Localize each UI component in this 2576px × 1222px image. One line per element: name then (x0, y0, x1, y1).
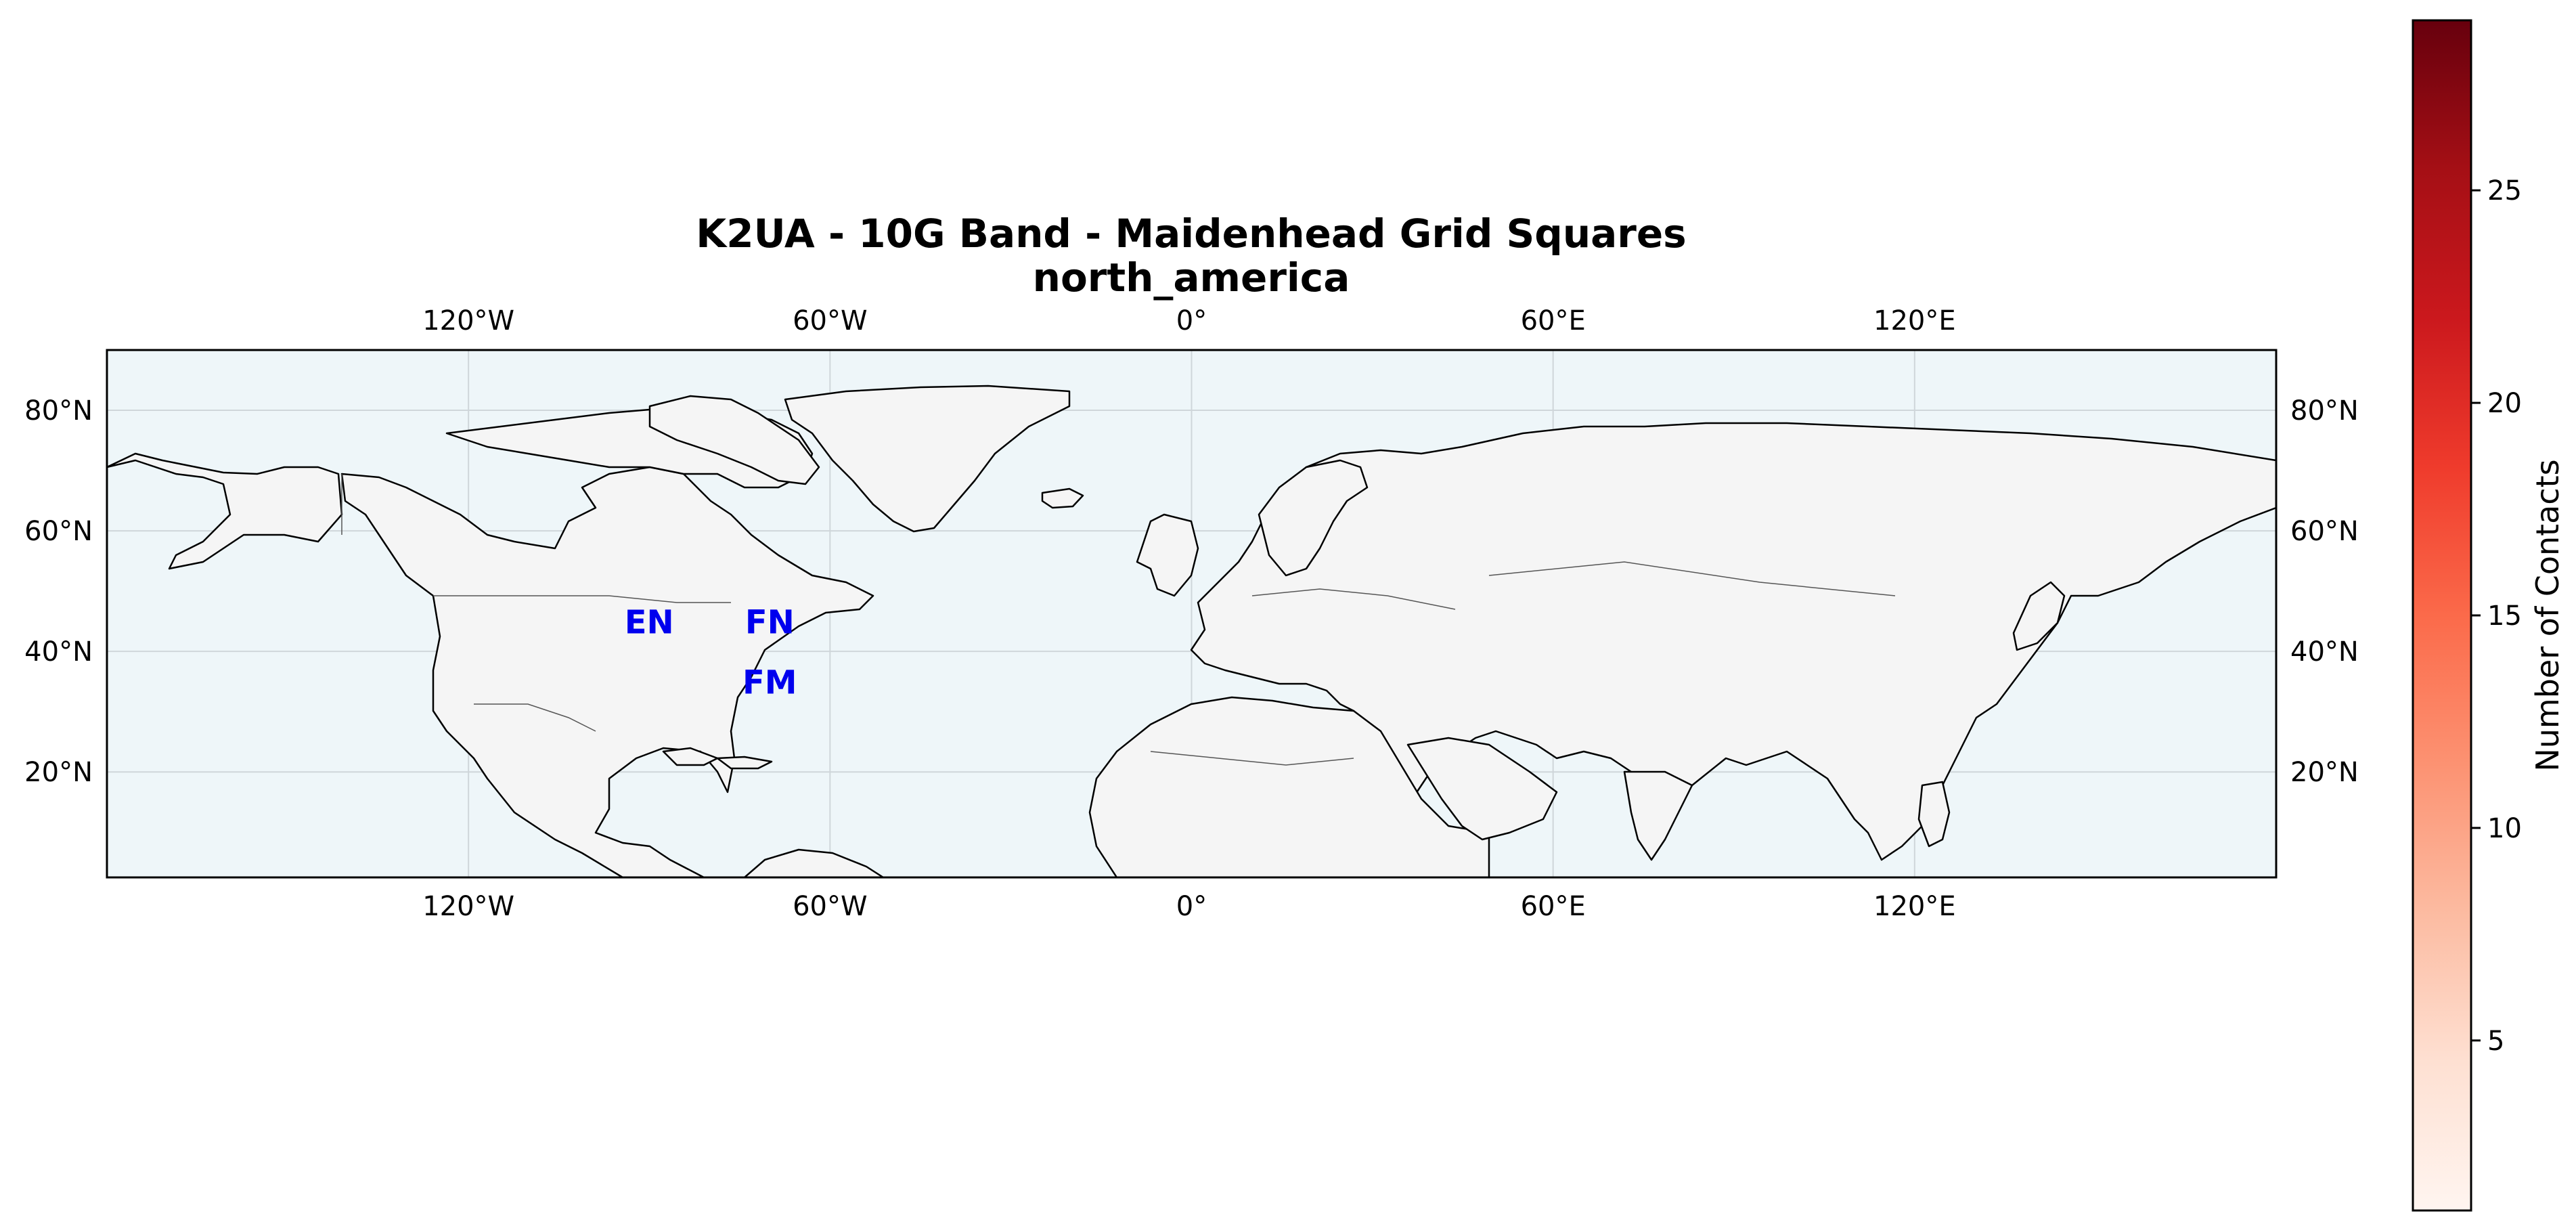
lon-tick-label-top: 120°E (1873, 305, 1956, 336)
latitude-ticks-left: 20°N 40°N 60°N 80°N (24, 395, 93, 788)
land-ireland-britain (1136, 513, 1199, 597)
land-arabia (1406, 737, 1558, 841)
colorbar-tick-label: 5 (2487, 1026, 2504, 1057)
colorbar-tick-label: 25 (2487, 175, 2522, 206)
lat-tick-label-left: 20°N (24, 757, 93, 788)
lon-tick-label-bottom: 60°W (793, 891, 867, 922)
lat-tick-label-right: 60°N (2290, 516, 2359, 547)
land-africa (1088, 696, 1490, 877)
colorbar-ticks: 5 10 15 20 25 (2471, 175, 2522, 1057)
border-asia (1488, 561, 1896, 596)
land-alaska (107, 452, 343, 570)
lon-tick-label-bottom: 120°E (1873, 891, 1956, 922)
figure-subtitle: north_america (1033, 255, 1350, 301)
colorbar-gradient (2412, 19, 2472, 1212)
land-philippines (1917, 781, 1951, 848)
land-india (1623, 770, 1693, 861)
land-scandinavia (1258, 459, 1369, 577)
lat-tick-label-left: 80°N (24, 395, 93, 427)
longitude-ticks-bottom: 120°W 60°W 0° 60°E 120°E (422, 891, 1955, 922)
border-europe (1251, 588, 1456, 610)
grid-square-labels: EN FN FM (625, 604, 797, 702)
lon-tick-label-bottom: 60°E (1521, 891, 1586, 922)
map-area[interactable]: EN FN FM (106, 349, 2278, 879)
border-us-canada (433, 595, 731, 603)
latitude-ticks-right: 20°N 40°N 60°N 80°N (2290, 395, 2359, 788)
lon-tick-label-top: 0° (1176, 305, 1207, 336)
border-us-mexico (474, 703, 596, 732)
grid-square-label-fn: FN (745, 604, 795, 642)
country-borders (341, 474, 1896, 766)
border-africa (1150, 751, 1354, 766)
colorbar-tick-label: 20 (2487, 388, 2522, 419)
lat-tick-label-right: 20°N (2290, 757, 2359, 788)
lon-tick-label-top: 60°E (1521, 305, 1586, 336)
lat-tick-label-right: 40°N (2290, 636, 2359, 668)
figure-title: K2UA - 10G Band - Maidenhead Grid Square… (696, 211, 1686, 257)
lon-tick-label-top: 60°W (793, 305, 867, 336)
grid-square-label-en: EN (625, 604, 674, 642)
land-baffin-island (648, 395, 820, 485)
lat-tick-label-left: 40°N (24, 636, 93, 668)
lon-tick-label-bottom: 0° (1176, 891, 1207, 922)
lat-tick-label-right: 80°N (2290, 395, 2359, 427)
lon-tick-label-top: 120°W (422, 305, 514, 336)
lon-tick-label-bottom: 120°W (422, 891, 514, 922)
land-cuba-islands (716, 756, 773, 770)
land-caribbean (662, 747, 719, 766)
land-south-america-north (743, 848, 885, 877)
map-frame (106, 349, 2278, 879)
land-japan (2012, 581, 2066, 651)
land-greenland (784, 385, 1071, 533)
colorbar-tick-label: 10 (2487, 813, 2522, 844)
grid-square-label-fm: FM (742, 664, 797, 702)
lat-tick-label-left: 60°N (24, 516, 93, 547)
colorbar-tick-label: 15 (2487, 601, 2522, 632)
colorbar-label: Number of Contacts (2529, 459, 2566, 771)
longitude-ticks-top: 120°W 60°W 0° 60°E 120°E (422, 305, 1955, 336)
land-masses (107, 385, 2276, 877)
land-north-america (340, 466, 874, 877)
land-iceland (1041, 487, 1084, 509)
colorbar: 5 10 15 20 25 Number of Contacts (2412, 19, 2566, 1212)
